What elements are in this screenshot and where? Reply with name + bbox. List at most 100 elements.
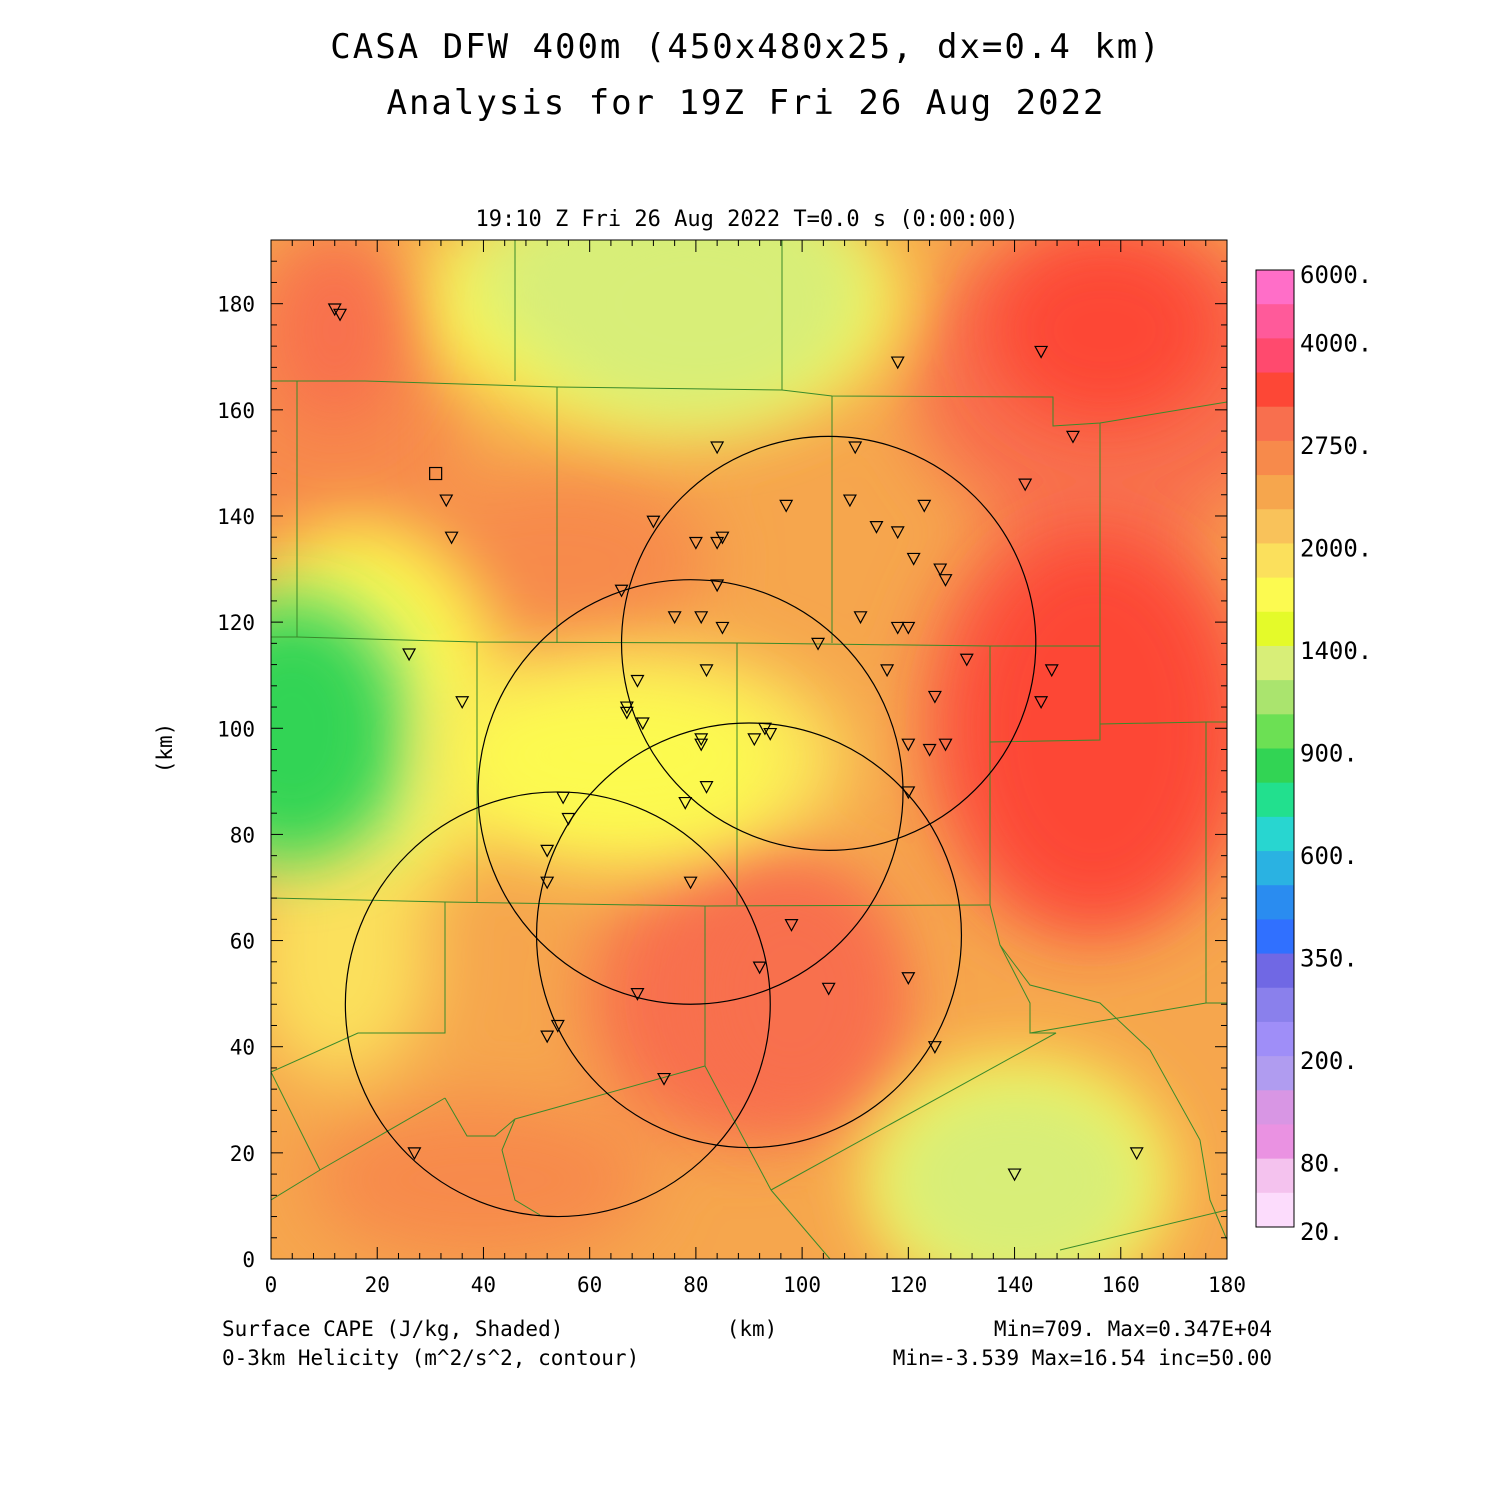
colorbar-label: 20. [1300,1218,1343,1246]
y-axis-label: (km) [153,723,177,774]
station-marker [811,637,826,651]
station-marker [710,441,725,455]
figure-subtitle: Analysis for 19Z Fri 26 Aug 2022 [386,83,1105,123]
station-marker [455,696,470,709]
station-marker [407,1147,422,1161]
x-axis-label: (km) [727,1317,778,1341]
station-marker [715,621,730,635]
county-boundaries [271,240,1227,1259]
station-marker [550,1019,565,1033]
cape-core [271,240,399,426]
colorbar-swatch [1256,748,1294,784]
station-marker [614,584,629,598]
station-marker [938,738,953,752]
colorbar-label: 200. [1300,1047,1358,1075]
station-marker [784,919,799,932]
colorbar-swatch [1256,372,1294,408]
colorbar-swatch [1256,851,1294,886]
colorbar-swatch [1256,577,1294,613]
y-tick-labels: 0 20 40 60 80 100 120 140 160 180 [217,293,255,1272]
colorbar-swatch [1256,919,1294,955]
x-tick-label: 20 [365,1273,390,1297]
station-marker [880,664,895,678]
station-marker [901,972,916,985]
colorbar-label: 1400. [1300,637,1372,665]
station-marker [678,796,693,810]
x-tick-label: 180 [1208,1273,1246,1297]
colorbar-swatch [1256,406,1294,442]
colorbar-label: 900. [1300,740,1358,768]
station-marker [1129,1147,1144,1161]
station-marker [848,441,863,455]
colorbar-swatch [1256,338,1294,374]
station-marker [927,690,942,704]
colorbar-swatch [1256,987,1294,1023]
station-square-marker [429,466,443,481]
station-marker [556,791,571,805]
colorbar-swatch [1256,645,1294,681]
station-marker [917,499,932,513]
station-marker [1007,1168,1022,1182]
y-tick-label: 180 [217,293,255,317]
colorbar [1255,269,1295,1228]
colorbar-swatch [1256,816,1294,852]
footer-helicity-range: Min=-3.539 Max=16.54 inc=50.00 [893,1346,1272,1370]
colorbar-swatch [1256,782,1294,818]
station-marker [890,526,905,540]
x-tick-label: 160 [1102,1273,1140,1297]
station-marker [1034,696,1049,709]
station-marker [890,356,905,370]
station-marker [763,727,778,741]
station-marker [821,982,836,996]
station-marker [683,876,698,890]
station-marker [630,674,645,688]
station-marker [439,494,454,508]
colorbar-label: 600. [1300,842,1358,870]
station-marker [901,738,916,752]
colorbar-swatch [1256,509,1294,544]
station-marker [869,520,884,534]
colorbar-label: 350. [1300,945,1358,973]
station-marker [635,717,650,731]
station-marker [1034,345,1049,359]
colorbar-swatch [1256,714,1294,749]
colorbar-swatch [1256,1124,1294,1160]
footer-cape-range: Min=709. Max=0.347E+04 [994,1317,1272,1341]
x-tick-label: 100 [783,1273,821,1297]
station-marker [699,664,714,678]
footer-helicity-label: 0-3km Helicity (m^2/s^2, contour) [222,1346,639,1370]
cape-field-plot [271,240,1227,1259]
station-marker [333,308,348,322]
x-tick-label: 120 [889,1273,927,1297]
valid-time-label: 19:10 Z Fri 26 Aug 2022 T=0.0 s (0:00:00… [475,207,1018,232]
y-tick-label: 120 [217,611,255,635]
colorbar-swatch [1256,953,1294,989]
station-marker [540,844,555,858]
colorbar-swatch [1256,304,1294,339]
colorbar-swatch [1256,440,1294,476]
station-marker [938,574,953,587]
y-tick-label: 100 [217,717,255,741]
colorbar-swatch [1256,885,1294,920]
station-marker [710,536,725,550]
colorbar-frame [1255,269,1295,1228]
station-marker [901,786,916,800]
y-tick-label: 0 [242,1248,255,1272]
station-marker [927,1041,942,1054]
station-marker [853,611,868,625]
station-marker [922,743,937,757]
colorbar-swatch [1256,543,1294,579]
cape-core [271,600,399,856]
x-tick-label: 0 [265,1273,278,1297]
station-marker [699,781,714,794]
x-tick-label: 80 [683,1273,708,1297]
axis-ticks [270,239,1228,1260]
colorbar-labels: 6000. 4000. 2750. 2000. 1400. 900. 600. 350. 200… [1300,261,1372,1246]
station-marker [710,579,725,593]
cape-core [446,680,787,830]
station-marker [1044,664,1059,678]
colorbar-label: 4000. [1300,329,1372,357]
y-tick-label: 80 [230,823,255,847]
station-marker [933,563,948,577]
